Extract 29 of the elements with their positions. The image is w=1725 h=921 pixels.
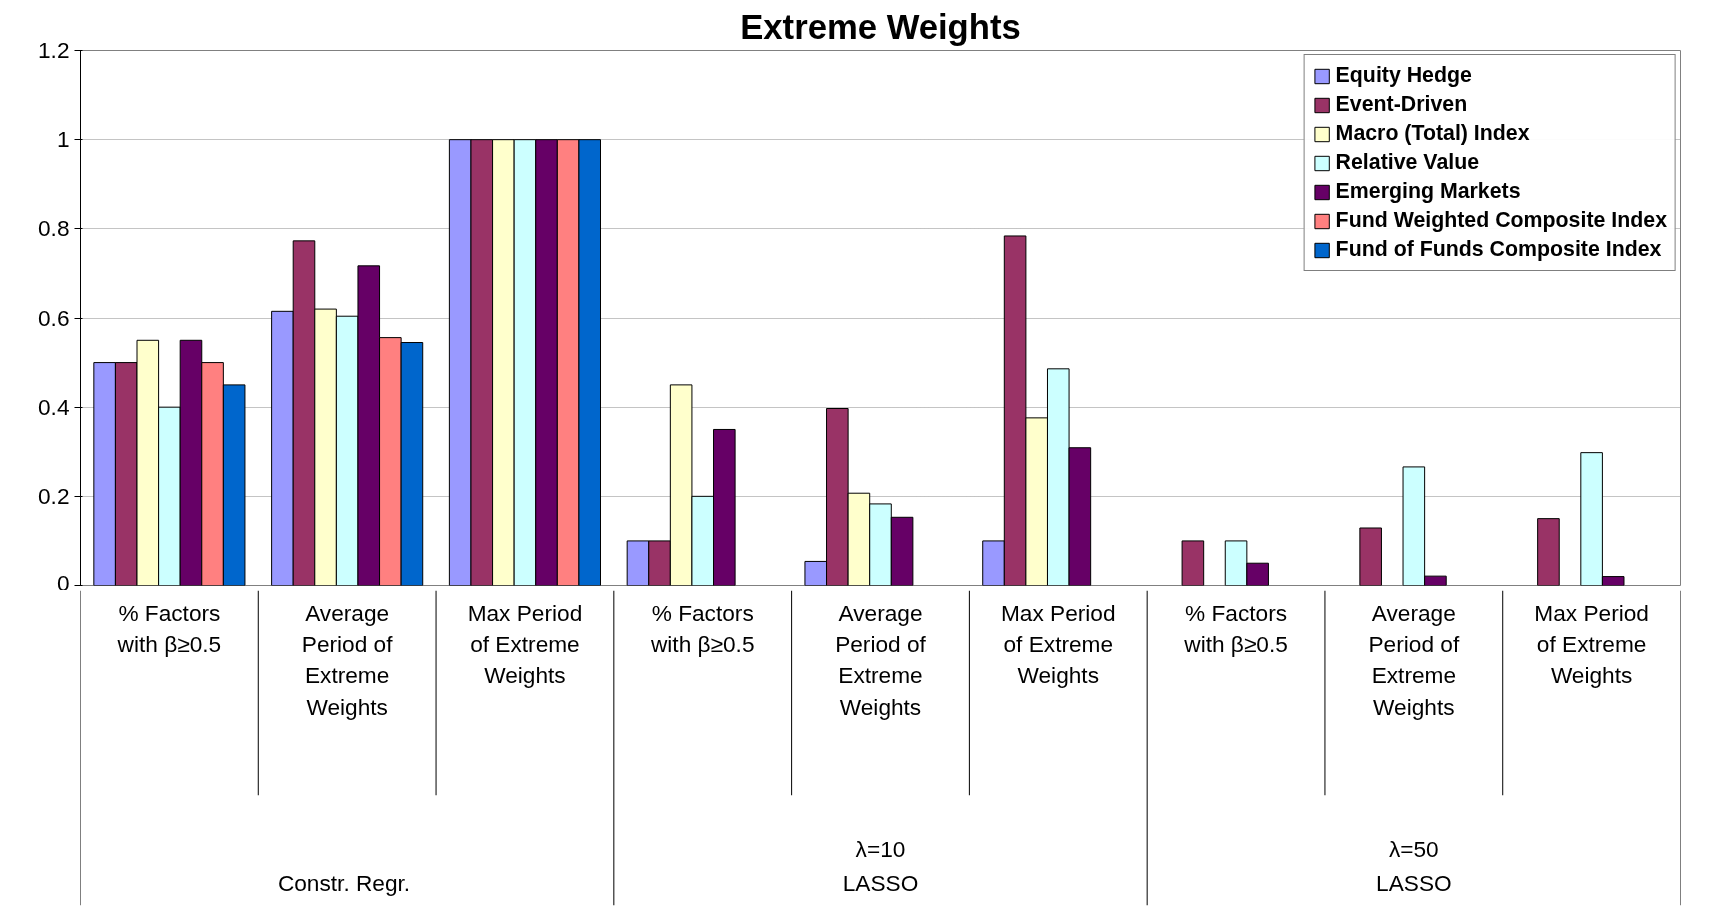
legend-label: Fund Weighted Composite Index	[1335, 208, 1667, 233]
legend-label: Fund of Funds Composite Index	[1335, 237, 1662, 262]
y-tick-label: 0.6	[38, 304, 70, 331]
text: LASSO	[1376, 870, 1452, 897]
text: λ=10	[855, 836, 906, 863]
x-tick-label: % Factors with β≥0.5	[649, 599, 755, 658]
text: LASSO	[842, 870, 919, 897]
x-tick-label: Average Period of Extreme Weights	[301, 599, 394, 720]
x-tick-label: Average Period of Extreme Weights	[1368, 599, 1460, 720]
x-tick-label: Max Period of Extreme Weights	[1000, 599, 1116, 689]
legend-label: Equity Hedge	[1335, 63, 1472, 88]
y-tick-label: 0.4	[38, 393, 70, 420]
text: Constr. Regr.	[277, 870, 411, 897]
chart-title: Extreme Weights	[740, 7, 1021, 46]
legend-label: Emerging Markets	[1335, 179, 1521, 204]
y-tick-label: 0.2	[38, 482, 70, 509]
x-tick-label: Max Period of Extreme Weights	[467, 599, 583, 689]
x-tick-label: Max Period of Extreme Weights	[1534, 599, 1649, 689]
legend-label: Event-Driven	[1335, 92, 1468, 117]
y-tick-label: 0	[56, 569, 70, 596]
text: λ=50	[1388, 836, 1439, 863]
y-tick-label: 1	[56, 126, 70, 153]
x-tick-label: % Factors with β≥0.5	[116, 599, 222, 658]
legend-label: Macro (Total) Index	[1335, 121, 1530, 146]
y-tick-label: 0.8	[38, 215, 70, 242]
x-tick-label: Average Period of Extreme Weights	[835, 599, 927, 720]
x-tick-label: % Factors with β≥0.5	[1183, 599, 1288, 658]
y-tick-label: 1.2	[38, 37, 70, 63]
legend-label: Relative Value	[1335, 150, 1480, 175]
